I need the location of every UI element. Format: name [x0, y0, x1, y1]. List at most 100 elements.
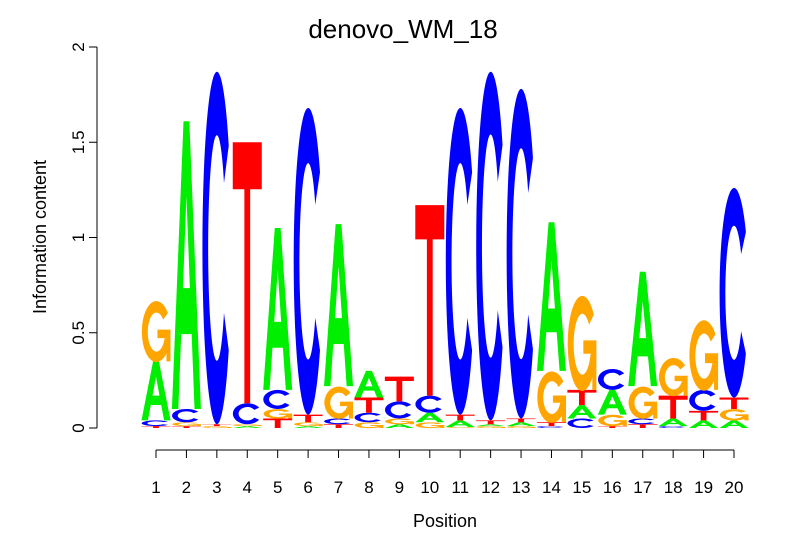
x-tick-label: 17	[633, 478, 652, 497]
logo-letter-shape	[384, 376, 414, 402]
logo-letter-shape	[628, 418, 655, 425]
logo-letter-A	[171, 121, 201, 409]
logo-letter-shape	[735, 414, 749, 421]
logo-letter-shape	[263, 227, 293, 390]
logo-letter-A	[628, 271, 658, 387]
x-tick-label: 15	[572, 478, 591, 497]
logo-letter-shape	[658, 418, 688, 427]
y-axis-label: Information content	[30, 160, 50, 314]
logo-letter-shape	[263, 389, 290, 409]
logo-letter-shape	[628, 386, 658, 419]
logo-letter-C	[293, 107, 320, 415]
logo-letter-G	[537, 371, 566, 423]
logo-letter-G	[324, 386, 354, 419]
y-tick-label: 1.5	[69, 130, 88, 154]
logo-letter-shape	[628, 424, 658, 428]
logo-letter-shape	[567, 405, 597, 419]
logo-letter-C	[689, 389, 716, 411]
logo-letter-A	[719, 420, 749, 428]
logo-letter-T	[202, 424, 232, 427]
logo-letter-C	[354, 412, 381, 423]
logo-letter-G	[202, 426, 232, 429]
logo-letter-A	[293, 426, 323, 428]
logo-letter-A	[567, 405, 597, 419]
logo-letter-shape	[171, 408, 199, 423]
logo-letter-shape	[324, 224, 354, 387]
logo-letter-shape	[506, 422, 536, 427]
logo-letter-T	[232, 142, 262, 404]
logo-letter-G	[598, 414, 627, 427]
logo-letter-G	[293, 422, 323, 427]
logo-letter-A	[445, 420, 475, 428]
x-tick-label: 18	[664, 478, 683, 497]
logo-letter-C	[476, 71, 503, 421]
x-axis: 1 2 3 4 5 6 7 8 9 10 11 12 13 14 15 16 17 18 19 20	[151, 449, 744, 497]
logo-letter-shape	[445, 414, 475, 421]
logo-letter-C	[415, 395, 442, 413]
logo-letter-T	[171, 426, 201, 428]
logo-letter-T	[324, 424, 354, 428]
logo-letter-shape	[552, 395, 566, 423]
logo-letter-shape	[415, 422, 445, 429]
logo-letter-shape	[324, 418, 351, 425]
logo-letter-G	[567, 295, 597, 392]
logo-letter-T	[628, 424, 658, 428]
logo-letter-shape	[384, 424, 414, 428]
logo-letter-shape	[476, 426, 506, 429]
logo-letter-A	[354, 370, 384, 398]
logo-letter-C	[232, 403, 260, 425]
logo-letter-C	[658, 426, 686, 428]
logo-letter-shape	[324, 386, 354, 419]
logo-letter-shape	[415, 395, 442, 413]
x-tick-label: 5	[273, 478, 282, 497]
logo-letter-shape	[658, 395, 688, 419]
logo-letter-shape	[719, 420, 749, 428]
logo-letter-G	[719, 409, 749, 421]
logo-letter-shape	[293, 414, 323, 423]
x-tick-label: 20	[725, 478, 744, 497]
logo-letter-G	[172, 422, 201, 427]
logo-letter-shape	[232, 426, 262, 428]
y-tick-label: 2	[69, 42, 88, 51]
logo-letter-shape	[536, 422, 566, 427]
x-tick-label: 16	[603, 478, 622, 497]
logo-letter-shape	[628, 271, 658, 387]
logo-letter-C	[384, 401, 412, 419]
logo-letter-shape	[218, 427, 232, 428]
x-tick-label: 13	[512, 478, 531, 497]
logo-letter-C	[597, 368, 625, 390]
logo-letter-shape	[597, 426, 627, 428]
logo-letter-A	[658, 418, 688, 427]
y-tick-label: 1	[69, 233, 88, 242]
logo-letter-shape	[689, 420, 719, 428]
logo-letter-shape	[415, 205, 445, 396]
logo-letter-shape	[492, 427, 506, 428]
x-tick-label: 8	[364, 478, 373, 497]
logo-letter-shape	[674, 375, 688, 396]
logo-letter-A	[263, 227, 293, 390]
logo-letter-shape	[171, 426, 201, 428]
x-tick-label: 12	[481, 478, 500, 497]
logo-letter-T	[536, 422, 566, 427]
logo-letter-A	[506, 422, 536, 427]
logo-letter-G	[233, 424, 262, 427]
logo-letter-shape	[309, 424, 323, 427]
logo-letter-shape	[141, 361, 171, 421]
logo-letter-shape	[446, 427, 475, 429]
logo-letter-shape	[598, 414, 627, 427]
logo-letter-shape	[445, 420, 475, 428]
logo-letters	[141, 71, 749, 429]
logo-letter-A	[476, 424, 506, 427]
logo-letter-shape	[354, 397, 384, 413]
logo-letter-shape	[141, 420, 168, 427]
logo-letter-C	[202, 71, 229, 425]
logo-letter-shape	[202, 426, 232, 429]
logo-letter-shape	[202, 424, 232, 427]
logo-letter-T	[141, 426, 171, 428]
logo-letter-T	[263, 418, 293, 428]
x-tick-label: 1	[151, 478, 160, 497]
logo-letter-G	[476, 426, 506, 429]
logo-letter-shape	[172, 422, 201, 427]
logo-letter-G	[385, 418, 414, 425]
logo-letter-shape	[263, 418, 293, 428]
